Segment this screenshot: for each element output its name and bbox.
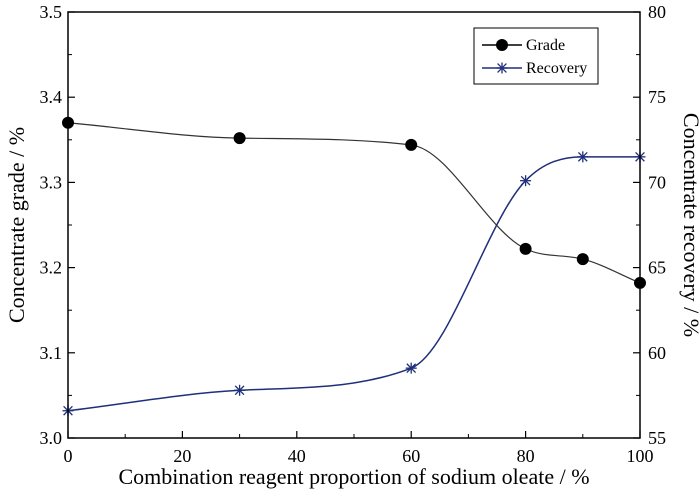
x-tick-label: 100 [627,446,654,466]
curves-layer [67,122,641,412]
recovery-point [234,384,246,396]
right-y-tick-label: 75 [648,87,666,107]
tick-labels-layer: 0 20 40 60 80 100 3.0 3.1 3.2 3.3 3.4 3.5 55 60 65 70 75… [40,2,667,466]
x-tick-label: 40 [288,446,306,466]
left-y-tick-label: 3.0 [40,428,63,448]
legend-box [473,27,599,85]
right-y-axis-title: Concentrate recovery / % [679,113,700,337]
x-axis-title: Combination reagent proportion of sodium… [118,464,589,489]
recovery-point [577,151,589,163]
right-y-tick-label: 80 [648,2,666,22]
right-y-tick-label: 60 [648,343,666,363]
legend-entry-recovery: Recovery [482,60,587,77]
x-tick-label: 20 [173,446,191,466]
markers-layer [62,116,646,417]
legend-grade-label: Grade [526,37,565,54]
legend-recovery-marker [496,62,508,74]
grade-point [233,132,246,145]
x-tick-label: 0 [64,446,73,466]
left-y-tick-label: 3.5 [40,2,63,22]
left-y-tick-label: 3.2 [40,258,63,278]
grade-point [576,253,589,266]
left-y-tick-label: 3.4 [40,87,63,107]
left-y-tick-label: 3.1 [40,343,63,363]
left-y-tick-label: 3.3 [40,172,63,192]
right-y-tick-label: 70 [648,172,666,192]
grade-point [405,138,418,151]
ticks-layer [67,11,641,439]
grade-curve [67,122,641,284]
legend-grade-marker [496,39,508,51]
right-y-tick-label: 65 [648,258,666,278]
recovery-point [405,362,417,374]
legend: Grade Recovery [473,27,599,85]
legend-entry-grade: Grade [482,37,565,54]
x-tick-label: 80 [517,446,535,466]
recovery-curve [67,156,640,412]
x-tick-label: 60 [402,446,420,466]
left-y-axis-title: Concentrate grade / % [4,127,29,323]
legend-asterisk [496,62,508,74]
grade-point [519,242,532,255]
right-y-tick-label: 55 [648,428,666,448]
legend-recovery-label: Recovery [526,60,587,77]
recovery-point [520,175,532,187]
